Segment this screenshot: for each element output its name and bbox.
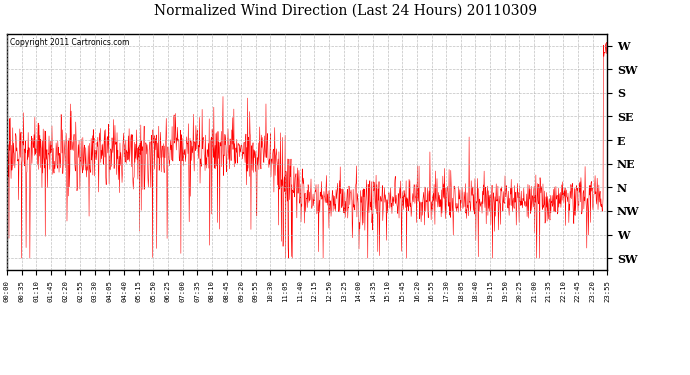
Text: Copyright 2011 Cartronics.com: Copyright 2011 Cartronics.com [10,39,129,48]
Text: Normalized Wind Direction (Last 24 Hours) 20110309: Normalized Wind Direction (Last 24 Hours… [153,4,537,18]
